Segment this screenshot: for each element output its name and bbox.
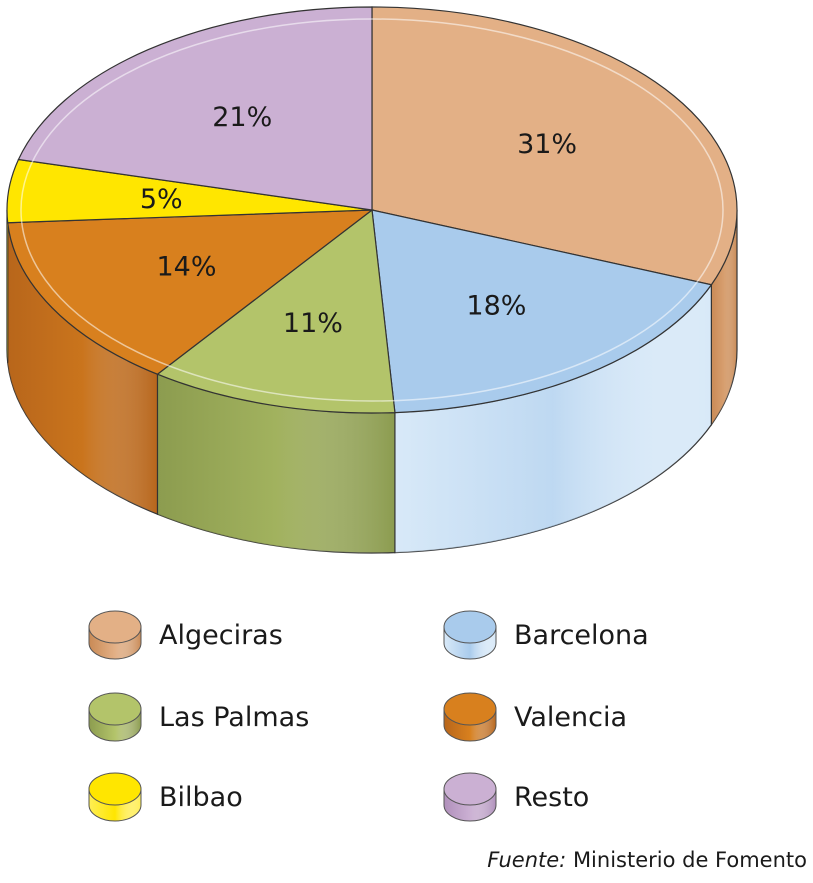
side-shade-bilbao bbox=[7, 210, 8, 363]
source-note: Fuente: Ministerio de Fomento bbox=[487, 848, 807, 872]
label-bilbao: 5% bbox=[140, 184, 183, 215]
legend: Algeciras Barcelona Las Palmas Valencia Bilb… bbox=[0, 600, 813, 840]
label-resto: 21% bbox=[212, 102, 272, 133]
source-label: Fuente: bbox=[487, 848, 567, 872]
legend-item-las-palmas: Las Palmas bbox=[85, 687, 309, 747]
label-algeciras: 31% bbox=[517, 129, 577, 160]
pie-top bbox=[6, 6, 738, 414]
side-shade-valencia bbox=[7, 222, 158, 515]
legend-label-barcelona: Barcelona bbox=[514, 619, 649, 651]
legend-label-bilbao: Bilbao bbox=[159, 781, 243, 813]
legend-swatch-bilbao bbox=[88, 772, 142, 822]
slice-algeciras bbox=[371, 6, 738, 286]
source-text: Ministerio de Fomento bbox=[572, 848, 807, 872]
legend-label-las-palmas: Las Palmas bbox=[159, 701, 310, 733]
side-shade-las-palmas bbox=[157, 374, 395, 553]
pie-labels: 31% 18% 11% 14% 5% 21% bbox=[140, 102, 577, 339]
slice-valencia bbox=[7, 209, 374, 375]
legend-swatch-las-palmas bbox=[88, 692, 142, 742]
pie-sides bbox=[6, 209, 738, 554]
legend-label-algeciras: Algeciras bbox=[159, 619, 283, 651]
legend-item-algeciras: Algeciras bbox=[85, 605, 283, 665]
legend-swatch-barcelona bbox=[443, 610, 497, 660]
legend-label-valencia: Valencia bbox=[514, 701, 628, 733]
slice-resto bbox=[17, 6, 373, 211]
side-shade-algeciras bbox=[711, 210, 737, 425]
legend-swatch-algeciras bbox=[88, 610, 142, 660]
legend-item-barcelona: Barcelona bbox=[440, 605, 649, 665]
pie-chart: 31% 18% 11% 14% 5% 21% bbox=[6, 6, 738, 554]
legend-swatch-valencia bbox=[443, 692, 497, 742]
label-valencia: 14% bbox=[156, 252, 216, 283]
label-barcelona: 18% bbox=[466, 290, 526, 321]
legend-label-resto: Resto bbox=[514, 781, 590, 813]
legend-item-resto: Resto bbox=[440, 767, 589, 827]
slice-las-palmas bbox=[156, 208, 396, 414]
label-las-palmas: 11% bbox=[283, 308, 343, 339]
legend-item-valencia: Valencia bbox=[440, 687, 627, 747]
legend-item-bilbao: Bilbao bbox=[85, 767, 243, 827]
slice-barcelona bbox=[371, 209, 713, 414]
legend-swatch-resto bbox=[443, 772, 497, 822]
side-shade-barcelona bbox=[394, 284, 712, 553]
pie-rim bbox=[20, 18, 724, 402]
